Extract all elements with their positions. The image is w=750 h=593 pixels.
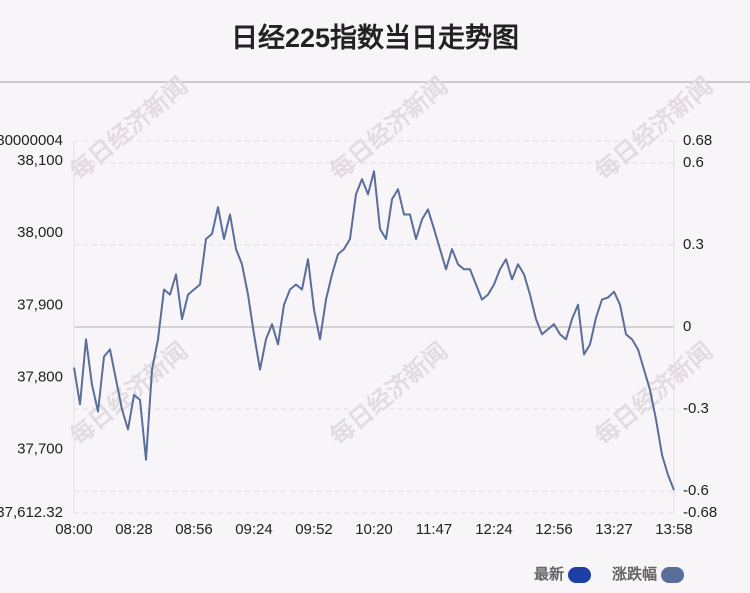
y-tick-label: 37,800: [17, 369, 63, 386]
y2-tick-label: -0.68: [683, 504, 717, 521]
legend-swatch: [661, 567, 685, 583]
chart-title: 日经225指数当日走势图: [231, 22, 519, 53]
y2-tick-label: -0.6: [683, 482, 709, 499]
x-tick-label: 13:27: [595, 521, 633, 538]
y2-tick-label: 0.68: [683, 132, 712, 149]
x-tick-label: 13:58: [655, 521, 693, 538]
y-tick-label: 37,612.32: [0, 504, 63, 521]
x-tick-label: 09:52: [295, 521, 333, 538]
y2-tick-label: -0.3: [683, 400, 709, 417]
x-tick-label: 08:28: [115, 521, 153, 538]
x-tick-label: 12:24: [475, 521, 513, 538]
y-tick-label: 37,900: [17, 296, 63, 313]
x-tick-label: 12:56: [535, 521, 573, 538]
watermark: 每日经济新闻: [325, 72, 453, 186]
y2-tick-label: 0: [683, 318, 691, 335]
y-tick-label: 38,000: [17, 224, 63, 241]
y-tick-label: 37,700: [17, 441, 63, 458]
x-tick-label: 11:47: [416, 521, 452, 538]
y-tick-label: 38,127.80000004: [0, 132, 63, 149]
y2-tick-label: 0.3: [683, 236, 704, 253]
watermark: 每日经济新闻: [325, 337, 453, 451]
legend-label: 涨跌幅: [612, 565, 657, 583]
watermark: 每日经济新闻: [590, 337, 718, 451]
legend-swatch: [568, 567, 592, 583]
x-tick-label: 10:20: [355, 521, 393, 538]
x-tick-label: 08:00: [55, 521, 93, 538]
watermark: 每日经济新闻: [65, 72, 193, 186]
x-tick-label: 08:56: [175, 521, 213, 538]
legend-label: 最新: [534, 565, 564, 583]
x-tick-label: 09:24: [235, 521, 273, 538]
price-line: [73, 170, 675, 491]
y2-tick-label: 0.6: [683, 154, 704, 171]
y-tick-label: 38,100: [17, 152, 63, 169]
